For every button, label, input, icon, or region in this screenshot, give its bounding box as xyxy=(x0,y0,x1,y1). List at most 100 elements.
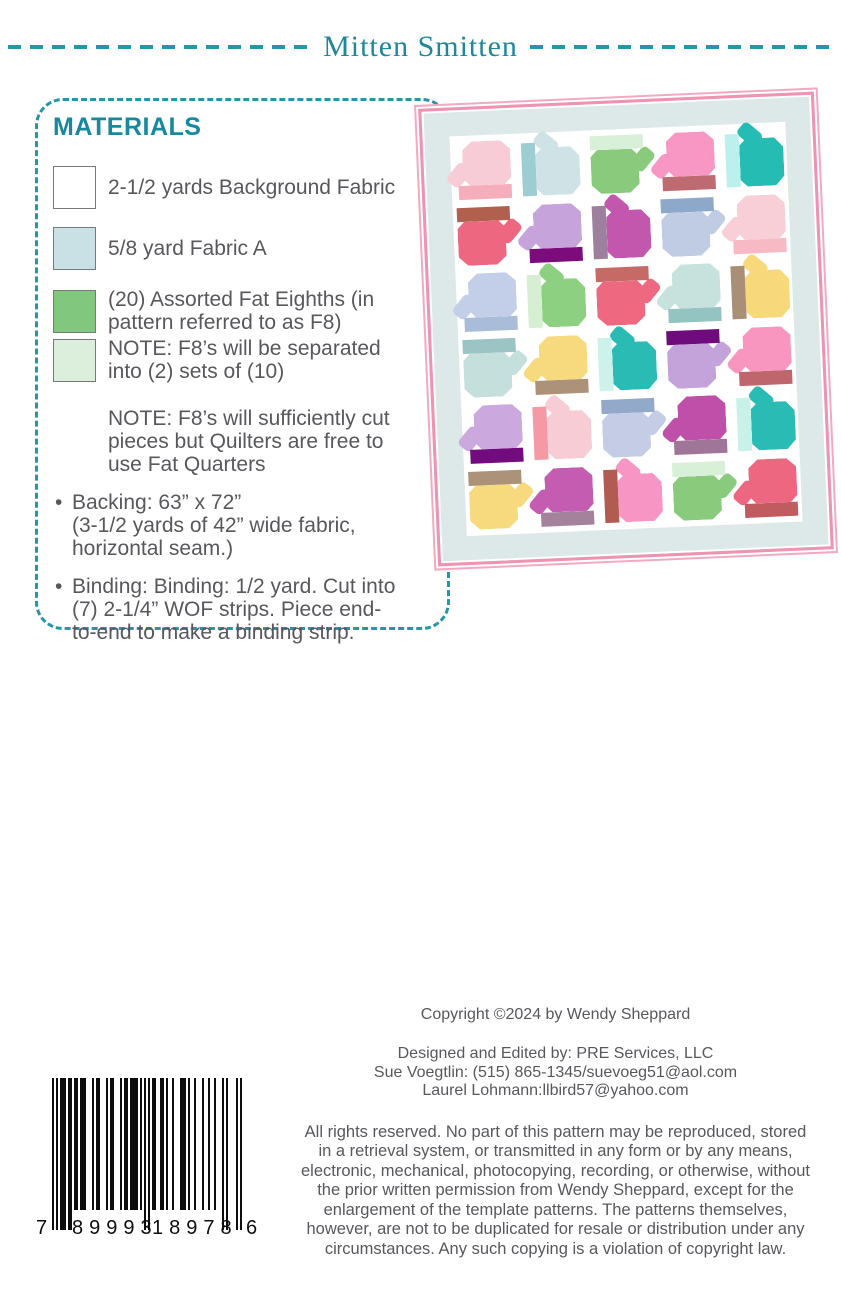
mitten-block xyxy=(589,134,657,194)
credits-block: Designed and Edited by: PRE Services, LL… xyxy=(373,1045,738,1099)
mitten-block xyxy=(666,328,733,389)
mitten-body xyxy=(739,137,785,187)
backing-text: Backing: 63” x 72” (3-1/2 yards of 42” w… xyxy=(72,491,356,560)
mitten-body xyxy=(538,335,588,381)
fabric-swatch-fat-eighths xyxy=(53,289,96,333)
barcode-bar xyxy=(76,1078,78,1210)
material-item-fat-eighths: (20) Assorted Fat Eighths (in pattern re… xyxy=(53,288,432,334)
barcode-bar xyxy=(182,1078,184,1210)
mitten-body xyxy=(750,401,796,451)
quilt-grid xyxy=(445,120,802,536)
mitten-block xyxy=(456,404,524,464)
barcode-bar xyxy=(132,1078,134,1210)
barcode-digits-left: 89993 xyxy=(72,1217,158,1239)
mitten-block xyxy=(603,456,663,524)
fabric-swatch-f8-sets xyxy=(53,338,96,382)
quilt-photo xyxy=(418,91,834,567)
barcode-bar xyxy=(180,1078,182,1210)
mitten-cuff xyxy=(730,265,747,320)
mitten-block xyxy=(462,337,530,398)
mitten-cuff xyxy=(738,369,793,387)
mitten-cuff xyxy=(660,197,714,214)
mitten-body xyxy=(671,263,721,309)
mitten-body xyxy=(462,140,512,186)
barcode-digit-trail: 6 xyxy=(246,1217,258,1239)
mitten-block xyxy=(660,197,728,257)
dashed-line-right xyxy=(529,45,833,49)
backing-bullet: • Backing: 63” x 72” (3-1/2 yards of 42”… xyxy=(53,491,432,560)
mitten-block xyxy=(601,397,668,458)
mitten-cuff xyxy=(468,469,522,487)
barcode-bar xyxy=(126,1078,128,1210)
mitten-cuff xyxy=(666,328,720,346)
barcode-bar xyxy=(152,1078,154,1210)
barcode-bar xyxy=(96,1078,98,1210)
mitten-body xyxy=(748,458,798,504)
barcode-bar xyxy=(120,1078,122,1210)
mitten-cuff xyxy=(597,337,614,392)
mitten-cuff xyxy=(724,133,741,188)
mitten-block xyxy=(595,265,663,326)
materials-note: NOTE: F8’s will sufficiently cut pieces … xyxy=(108,407,390,476)
barcode-bar xyxy=(80,1078,82,1210)
mitten-block xyxy=(660,395,728,456)
mitten-cuff xyxy=(744,501,799,518)
barcode-bar xyxy=(154,1078,156,1210)
mitten-body xyxy=(544,467,594,513)
mitten-body xyxy=(667,343,717,389)
mitten-body xyxy=(736,194,786,240)
mitten-block xyxy=(724,120,785,188)
mitten-cuff xyxy=(601,397,655,415)
barcode-bar xyxy=(112,1078,114,1210)
barcode-bar xyxy=(236,1078,238,1230)
material-item-fabric-a: 5/8 yard Fabric A xyxy=(53,227,432,270)
barcode-bar xyxy=(160,1078,162,1210)
mitten-body xyxy=(457,220,507,266)
binding-text: Binding: Binding: 1/2 yard. Cut into (7)… xyxy=(72,575,396,644)
barcode-digits: 7 89993 18978 6 xyxy=(36,1214,276,1240)
mitten-body xyxy=(602,412,652,458)
dashed-line-left xyxy=(8,45,312,49)
barcode-bar xyxy=(136,1078,138,1210)
mitten-cuff xyxy=(671,460,726,478)
materials-heading: MATERIALS xyxy=(53,113,202,141)
barcode-bar xyxy=(84,1078,86,1210)
mitten-block xyxy=(521,335,589,395)
mitten-block xyxy=(654,263,722,324)
mitten-block xyxy=(597,324,657,392)
footer-text-block: Copyright ©2024 by Wendy Sheppard Design… xyxy=(280,1006,831,1259)
mitten-cuff xyxy=(464,315,518,333)
mitten-body xyxy=(535,146,581,196)
barcode-bar xyxy=(222,1078,224,1230)
barcode-bars xyxy=(52,1078,242,1230)
mitten-cuff xyxy=(532,406,549,461)
barcode-bar xyxy=(74,1078,76,1210)
barcode-bar xyxy=(194,1078,196,1210)
mitten-body xyxy=(596,280,646,326)
mitten-body xyxy=(677,395,727,441)
mitten-block xyxy=(451,272,518,333)
mitten-cuff xyxy=(456,205,511,223)
mitten-body xyxy=(541,278,587,328)
material-item-label: NOTE: F8’s will be separated into (2) se… xyxy=(108,337,381,383)
barcode-bar xyxy=(214,1078,216,1210)
mitten-cuff xyxy=(736,397,753,452)
bullet-dot: • xyxy=(55,575,63,598)
barcode-bar xyxy=(172,1078,174,1210)
mitten-body xyxy=(547,410,593,460)
mitten-cuff xyxy=(458,183,513,201)
mitten-block xyxy=(649,131,716,192)
mitten-block xyxy=(445,140,513,201)
barcode-bar xyxy=(226,1078,228,1230)
barcode-bar xyxy=(166,1078,168,1210)
barcode-bar xyxy=(240,1078,242,1230)
barcode-bar xyxy=(82,1078,84,1210)
mitten-body xyxy=(673,475,723,521)
mitten-cuff xyxy=(535,378,589,395)
mitten-block xyxy=(526,261,587,329)
mitten-block xyxy=(719,194,787,255)
mitten-block xyxy=(468,469,535,530)
mitten-body xyxy=(617,473,663,523)
materials-panel: MATERIALS 2-1/2 yards Background Fabric … xyxy=(35,98,450,644)
